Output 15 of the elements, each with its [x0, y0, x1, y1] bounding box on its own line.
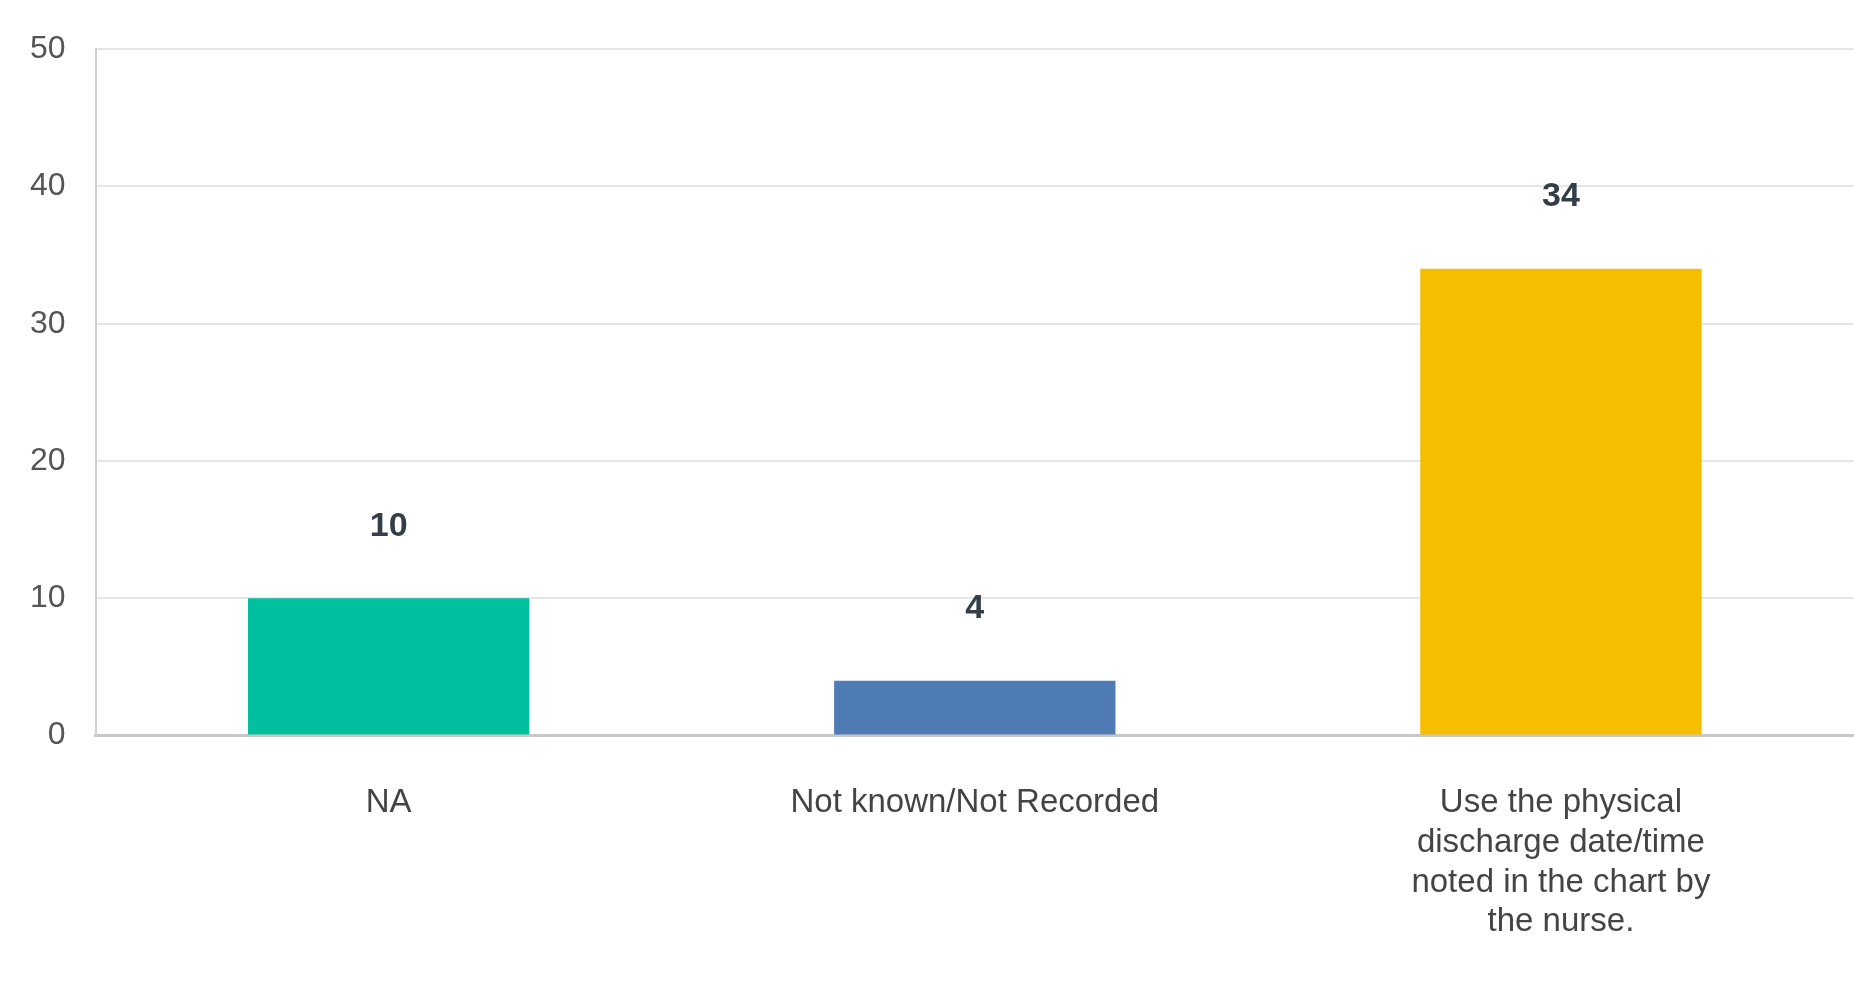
y-tick-label: 20	[30, 440, 66, 477]
y-tick-label: 0	[47, 715, 66, 752]
bar	[1420, 268, 1702, 735]
y-tick-label: 10	[30, 578, 66, 615]
bar	[834, 680, 1116, 735]
data-label: 10	[369, 504, 408, 543]
y-tick-label: 50	[30, 29, 66, 66]
x-tick-label: NA	[365, 782, 412, 820]
x-tick-label: Not known/Not Recorded	[790, 782, 1160, 820]
data-label: 4	[965, 587, 985, 626]
x-tick-label: Use the physical discharge date/time noted in the chart by the nurse.	[1411, 782, 1711, 939]
bar	[247, 598, 530, 735]
data-label: 34	[1542, 175, 1580, 214]
y-tick-label: 40	[30, 166, 66, 203]
y-tick-label: 30	[30, 303, 66, 340]
